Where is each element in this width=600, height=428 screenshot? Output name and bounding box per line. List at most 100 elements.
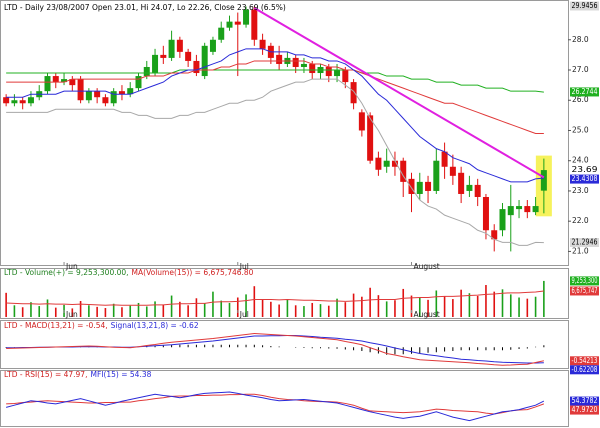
value-label-box bbox=[570, 356, 599, 366]
candle-body bbox=[176, 39, 183, 52]
candle-body bbox=[243, 9, 250, 25]
value-label: 29.9456 bbox=[572, 1, 598, 10]
panel-title: LTD - Daily 23/08/2007 Open 23.01, Hi 24… bbox=[4, 3, 286, 12]
value-label: 54.3782 bbox=[572, 396, 598, 405]
candle-body bbox=[342, 70, 349, 83]
candle-body bbox=[516, 206, 523, 210]
candle-body bbox=[218, 27, 225, 40]
candle-body bbox=[276, 54, 283, 64]
value-label: -0.54213 bbox=[572, 356, 598, 365]
value-label-box bbox=[570, 365, 599, 375]
candle-body bbox=[325, 66, 332, 77]
candle-body bbox=[334, 70, 341, 77]
y-tick-label: 24.0 bbox=[572, 156, 589, 165]
candle-body bbox=[309, 63, 316, 74]
value-label-box bbox=[570, 174, 599, 184]
candle-body bbox=[102, 97, 109, 104]
y-tick-label: 26.0 bbox=[572, 95, 589, 104]
candle-body bbox=[135, 76, 142, 89]
candle-body bbox=[3, 97, 10, 104]
candle-body bbox=[449, 166, 456, 176]
indicator-line bbox=[6, 335, 544, 364]
value-label-box bbox=[570, 238, 599, 248]
candle-body bbox=[474, 184, 481, 197]
title-part: MA(Volume(15)) = 6,675,746.80 bbox=[132, 268, 254, 277]
candle-body bbox=[226, 21, 233, 28]
candle-body bbox=[27, 97, 34, 104]
candle-body bbox=[292, 57, 299, 67]
candle-body bbox=[19, 100, 26, 104]
candle-body bbox=[209, 39, 216, 52]
x-tick-label: Jul bbox=[239, 262, 249, 271]
value-label: 23.4308 bbox=[572, 174, 598, 183]
candle-body bbox=[491, 230, 498, 240]
candle-body bbox=[77, 79, 84, 101]
trend-line bbox=[253, 7, 545, 179]
candle-body bbox=[482, 196, 489, 231]
panel-frame bbox=[0, 370, 569, 427]
candle-body bbox=[466, 184, 473, 191]
value-label-box bbox=[570, 405, 599, 415]
indicator-line bbox=[6, 332, 544, 366]
candle-body bbox=[94, 91, 101, 98]
indicator-line bbox=[6, 60, 544, 134]
indicator-line bbox=[6, 393, 545, 415]
value-label: -0.62208 bbox=[572, 365, 598, 374]
candle-body bbox=[391, 160, 398, 167]
title-part: Signal(13,21,8) = -0.62 bbox=[111, 321, 199, 330]
x-tick-label: Jun bbox=[65, 310, 78, 319]
candle-body bbox=[152, 54, 159, 74]
x-tick-label: Jun bbox=[65, 262, 78, 271]
candle-body bbox=[251, 9, 258, 40]
candle-body bbox=[408, 178, 415, 194]
title-part: LTD - Volume(+) = 9,253,300.00, bbox=[4, 268, 129, 277]
candle-body bbox=[69, 79, 76, 86]
candle-body bbox=[358, 112, 365, 131]
candle-body bbox=[416, 181, 423, 194]
candle-body bbox=[499, 209, 506, 231]
indicator-line bbox=[6, 391, 545, 422]
candle-body bbox=[85, 91, 92, 101]
title-part: LTD - MACD(13,21) = -0.54, bbox=[4, 321, 108, 330]
value-label: 9,253,300 bbox=[572, 276, 598, 285]
candle-body bbox=[193, 60, 200, 74]
candle-body bbox=[367, 115, 374, 161]
candle-body bbox=[168, 39, 175, 58]
candle-body bbox=[44, 76, 51, 92]
candle-body bbox=[11, 100, 18, 104]
x-tick-label: August bbox=[414, 262, 440, 271]
candle-body bbox=[507, 206, 514, 216]
candle-body bbox=[350, 82, 357, 104]
candle-body bbox=[118, 91, 125, 95]
candle-body bbox=[160, 54, 167, 58]
y-tick-label: 28.0 bbox=[572, 35, 589, 44]
value-label-box bbox=[570, 396, 599, 406]
value-label: 47.9720 bbox=[572, 405, 598, 414]
candle-body bbox=[375, 157, 382, 170]
value-label: 23.69 bbox=[572, 165, 598, 174]
value-label-box bbox=[570, 87, 599, 97]
indicator-line bbox=[6, 290, 544, 306]
candle-body bbox=[524, 206, 531, 213]
value-label: 21.2946 bbox=[572, 238, 598, 247]
panel-frame bbox=[0, 320, 569, 369]
candle-body bbox=[259, 39, 266, 49]
candle-body bbox=[433, 160, 440, 191]
value-label-box bbox=[570, 1, 599, 11]
title-part: MFI(15) = 54.38 bbox=[90, 370, 151, 379]
y-tick-label: 21.0 bbox=[572, 246, 589, 255]
y-tick-label: 22.0 bbox=[572, 216, 589, 225]
candle-body bbox=[143, 66, 150, 77]
candle-body bbox=[400, 160, 407, 182]
value-label-box bbox=[570, 286, 599, 296]
y-tick-label: 27.0 bbox=[572, 65, 589, 74]
candle-body bbox=[425, 181, 432, 191]
candle-body bbox=[532, 206, 539, 213]
panel-title: LTD - RSI(15) = 47.97, MFI(15) = 54.38 bbox=[4, 370, 152, 379]
candle-body bbox=[540, 170, 547, 191]
candle-body bbox=[61, 79, 68, 83]
x-tick-label: Jul bbox=[239, 310, 249, 319]
y-tick-label: 23.0 bbox=[572, 186, 589, 195]
candle-body bbox=[110, 91, 117, 104]
y-tick-label: 25.0 bbox=[572, 125, 589, 134]
